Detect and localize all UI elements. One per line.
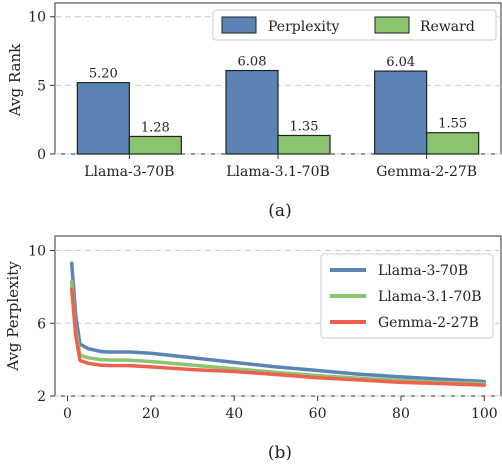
bar <box>277 134 331 155</box>
x-ticks-b: 0 20 40 60 80 100 <box>63 396 498 422</box>
bar-value-label: 1.35 <box>290 119 319 134</box>
x-tick-label: 100 <box>471 406 498 422</box>
bar <box>225 69 279 155</box>
x-tick-label: Llama-3-70B <box>84 164 174 180</box>
bar-value-label: 6.04 <box>386 55 415 70</box>
caption-b: (b) <box>268 443 292 463</box>
y-tick-label: 6 <box>37 316 46 332</box>
x-tick-label: 0 <box>63 406 72 422</box>
lines-b <box>69 261 487 387</box>
bar <box>426 132 480 155</box>
x-tick-label: 80 <box>392 406 410 422</box>
legend-label-llama3: Llama-3-70B <box>378 263 468 279</box>
y-axis-label-a: Avg Rank <box>6 43 24 117</box>
y-tick-label: 0 <box>37 147 46 163</box>
series-line <box>69 279 487 386</box>
legend-label-llama31: Llama-3.1-70B <box>378 289 482 305</box>
y-ticks-b: 2 6 10 <box>28 244 55 405</box>
x-tick-label: 60 <box>309 406 327 422</box>
caption-a: (a) <box>268 201 291 221</box>
panel-a: 5.20 1.28 6.08 1.35 6.04 1.55 0 5 10 Llama-3-70… <box>6 2 502 221</box>
bar <box>374 70 428 155</box>
legend-box-a <box>212 9 497 41</box>
legend-label-reward: Reward <box>420 19 475 35</box>
series-line <box>69 261 487 384</box>
legend-label-perplexity: Perplexity <box>268 19 339 35</box>
bar <box>76 82 130 155</box>
y-tick-label: 5 <box>37 78 46 94</box>
legend-b: Llama-3-70B Llama-3.1-70B Gemma-2-27B <box>320 253 494 339</box>
bar-value-label: 6.08 <box>238 55 267 70</box>
bar-value-label: 1.28 <box>141 120 170 135</box>
bar-value-label: 1.55 <box>438 117 467 132</box>
legend-a: Perplexity Reward <box>212 9 497 41</box>
y-axis-label-b: Avg Perplexity <box>4 261 22 372</box>
x-tick-label: 20 <box>142 406 160 422</box>
legend-swatch-perplexity <box>221 16 257 34</box>
x-ticks-a: Llama-3-70B Llama-3.1-70B Gemma-2-27B <box>84 154 477 180</box>
y-tick-label: 10 <box>28 10 46 26</box>
bar-value-label: 5.20 <box>89 67 118 82</box>
x-tick-label: Gemma-2-27B <box>376 164 477 180</box>
bar <box>128 135 182 155</box>
x-tick-label: 40 <box>225 406 243 422</box>
bars-a: 5.20 1.28 6.08 1.35 6.04 1.55 <box>76 55 480 155</box>
x-tick-label: Llama-3.1-70B <box>226 164 330 180</box>
y-tick-label: 2 <box>37 389 46 405</box>
panel-b: 2 6 10 0 20 40 60 80 100 Avg Perplexity Llama-3… <box>4 235 502 463</box>
series-line <box>69 286 487 387</box>
legend-box-b <box>320 253 494 339</box>
y-tick-label: 10 <box>28 244 46 260</box>
legend-swatch-reward <box>374 16 410 34</box>
y-ticks-a: 0 5 10 <box>28 10 55 163</box>
legend-label-gemma2: Gemma-2-27B <box>378 315 479 331</box>
